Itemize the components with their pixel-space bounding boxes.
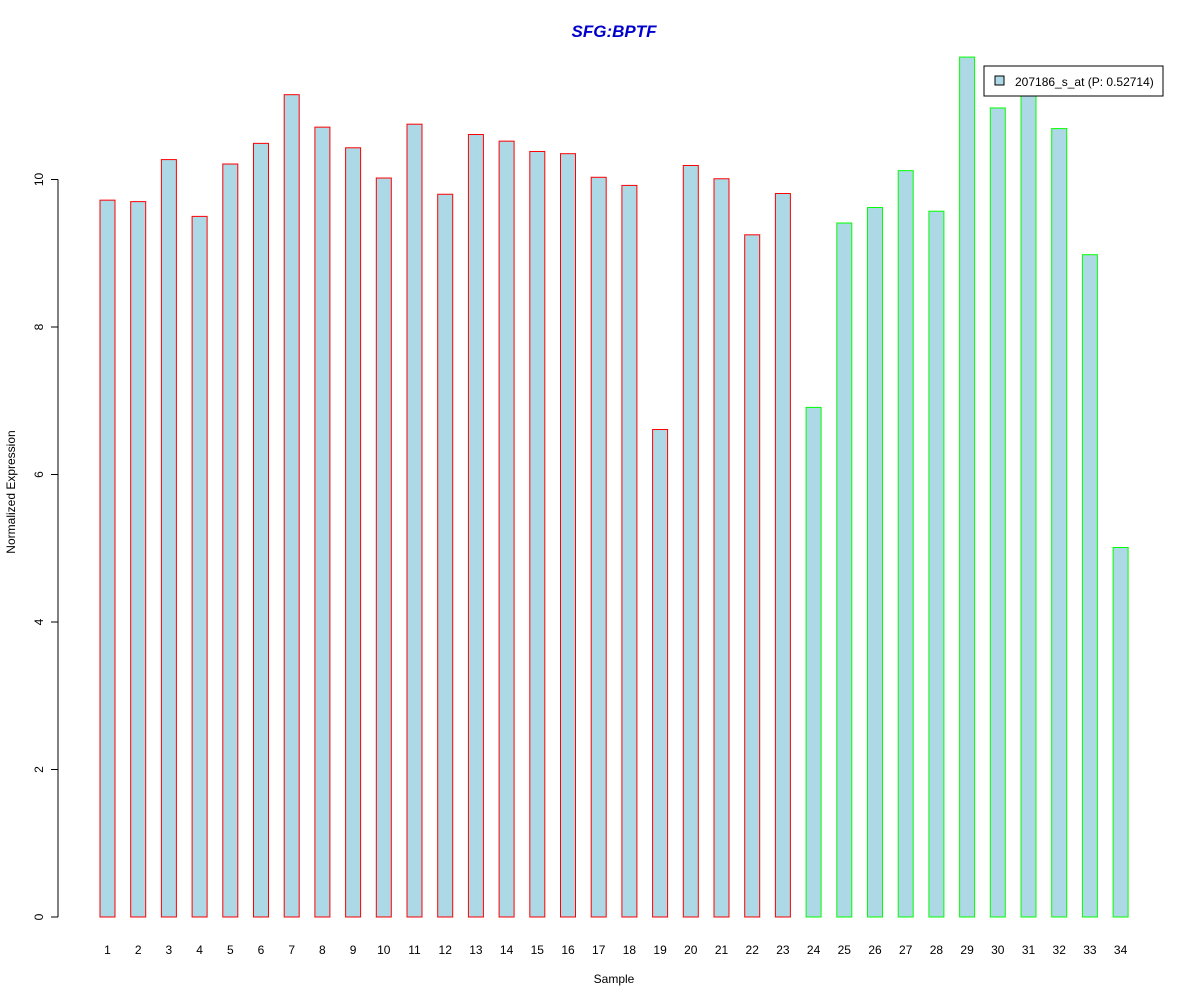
x-tick-label: 6	[258, 943, 265, 957]
legend-box	[983, 65, 1164, 97]
chart-title: SFG:BPTF	[572, 22, 658, 41]
bar-sample-22	[744, 234, 761, 918]
x-tick-label: 32	[1053, 943, 1067, 957]
x-tick-label: 25	[838, 943, 852, 957]
x-tick-label: 2	[135, 943, 142, 957]
x-tick-label: 1	[104, 943, 111, 957]
y-axis: 0 2 4 6 8 10	[32, 173, 59, 920]
bar-sample-30	[989, 107, 1006, 918]
legend-label: 207186_s_at (P: 0.52714)	[1015, 75, 1154, 89]
bar-sample-20	[682, 164, 699, 918]
x-tick-label: 13	[469, 943, 483, 957]
bar-sample-15	[529, 150, 546, 918]
legend: 207186_s_at (P: 0.52714)	[983, 65, 1164, 97]
x-tick-label: 10	[377, 943, 391, 957]
x-tick-labels: 1 2 3 4 5 6 7 8 9 10 11 12 13 14 15 16 17 18 19 20 21 22 23 24 2…	[104, 943, 1127, 957]
x-tick-label: 29	[960, 943, 974, 957]
x-tick-label: 4	[196, 943, 203, 957]
x-tick-label: 15	[531, 943, 545, 957]
bar-sample-21	[713, 178, 730, 918]
bar-sample-11	[406, 123, 423, 918]
bars	[99, 56, 1129, 918]
x-tick-label: 24	[807, 943, 821, 957]
bar-sample-8	[314, 126, 331, 918]
y-tick-label: 6	[32, 471, 46, 478]
bar-sample-3	[160, 159, 177, 918]
bar-sample-19	[652, 429, 669, 918]
x-tick-label: 11	[408, 943, 421, 957]
y-tick-label: 8	[32, 323, 46, 330]
bar-sample-24	[805, 406, 822, 918]
bar-sample-4	[191, 215, 208, 918]
x-axis-title: Sample	[594, 972, 635, 986]
x-tick-label: 20	[684, 943, 698, 957]
bar-sample-1	[99, 199, 116, 918]
bar-sample-12	[437, 193, 454, 918]
bar-sample-23	[774, 193, 791, 918]
bar-sample-16	[560, 153, 576, 918]
x-tick-label: 21	[715, 943, 729, 957]
x-tick-label: 9	[350, 943, 357, 957]
x-tick-label: 27	[899, 943, 913, 957]
bar-sample-32	[1051, 128, 1068, 918]
bar-sample-27	[897, 170, 914, 918]
x-tick-label: 18	[623, 943, 637, 957]
x-tick-label: 5	[227, 943, 234, 957]
bar-sample-31	[1020, 89, 1037, 918]
x-tick-label: 14	[500, 943, 514, 957]
x-tick-label: 17	[592, 943, 606, 957]
bar-sample-33	[1081, 254, 1098, 918]
x-tick-label: 34	[1114, 943, 1128, 957]
bar-sample-34	[1112, 547, 1129, 918]
y-axis-title: Normalized Expression	[4, 430, 18, 553]
bar-sample-26	[867, 207, 883, 918]
x-tick-label: 16	[561, 943, 575, 957]
bar-sample-10	[375, 177, 392, 918]
x-tick-label: 28	[930, 943, 944, 957]
x-tick-label: 23	[776, 943, 790, 957]
x-tick-label: 22	[746, 943, 760, 957]
x-tick-label: 19	[653, 943, 667, 957]
x-tick-label: 7	[288, 943, 295, 957]
bar-sample-7	[283, 94, 300, 918]
bar-sample-14	[498, 140, 515, 918]
bar-sample-28	[928, 210, 945, 918]
legend-swatch	[994, 75, 1005, 86]
y-tick-label: 0	[32, 913, 46, 920]
bar-sample-9	[345, 147, 362, 918]
x-tick-label: 30	[991, 943, 1005, 957]
bar-sample-5	[222, 163, 239, 918]
bar-sample-25	[836, 222, 853, 918]
bar-sample-13	[467, 134, 484, 918]
x-tick-label: 26	[868, 943, 882, 957]
x-tick-label: 33	[1083, 943, 1097, 957]
bar-sample-6	[253, 142, 269, 918]
x-tick-label: 3	[166, 943, 173, 957]
y-tick-label: 4	[32, 618, 46, 625]
y-tick-label: 2	[32, 766, 46, 773]
bar-sample-17	[590, 176, 607, 918]
bar-sample-2	[130, 201, 147, 918]
y-tick-label: 10	[32, 173, 46, 187]
x-tick-label: 8	[319, 943, 326, 957]
x-tick-label: 12	[439, 943, 453, 957]
x-tick-label: 31	[1022, 943, 1036, 957]
bar-sample-29	[959, 56, 976, 918]
bar-sample-18	[621, 184, 638, 918]
